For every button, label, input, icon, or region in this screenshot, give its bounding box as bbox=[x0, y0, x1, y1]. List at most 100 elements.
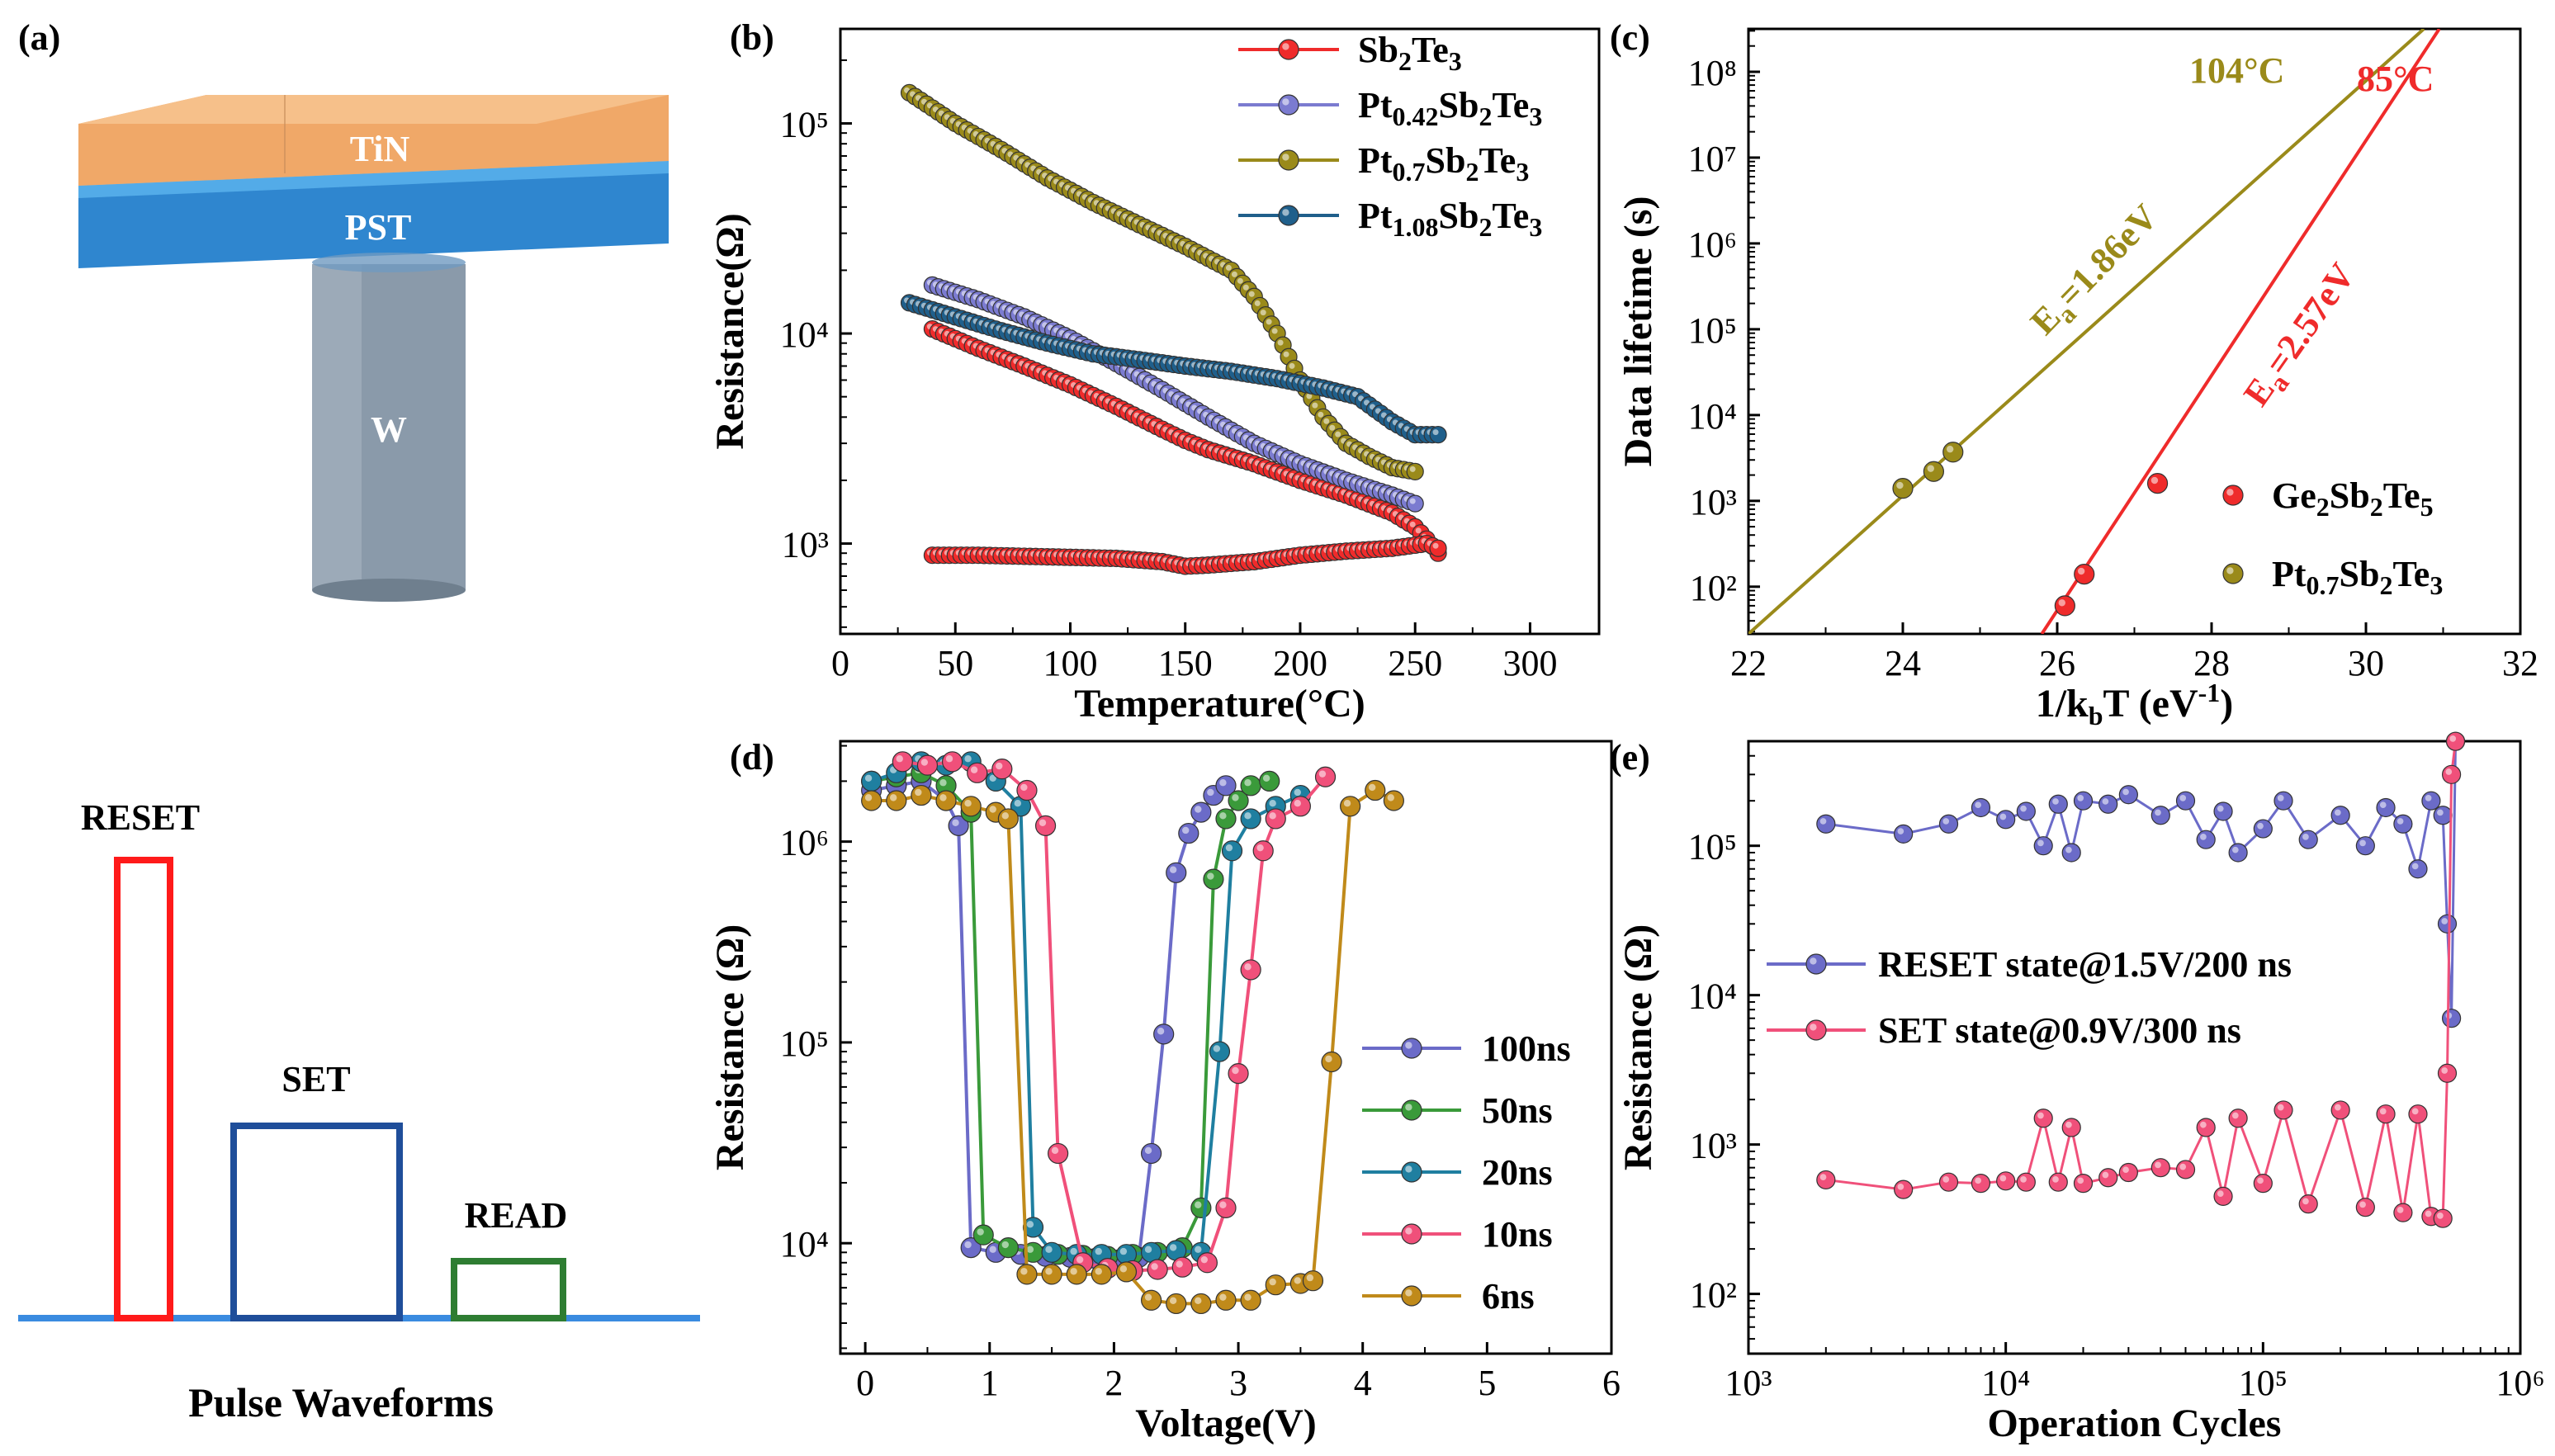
data-point-e-series1-shine bbox=[1999, 1175, 2007, 1182]
data-point-d-series4 bbox=[960, 796, 982, 817]
data-point-d-series1-shine bbox=[1001, 1241, 1009, 1249]
data-point-e-series1-shine bbox=[1819, 1174, 1827, 1180]
data-point-d-series3-shine bbox=[1176, 1260, 1183, 1268]
data-point-d-series3 bbox=[1171, 1256, 1193, 1278]
data-point-d-series4 bbox=[1066, 1264, 1087, 1285]
data-point-e-series0-shine bbox=[2037, 839, 2044, 847]
w-label: W bbox=[371, 409, 407, 450]
data-point-d-series4 bbox=[997, 808, 1019, 830]
data-point-d-series3-shine bbox=[996, 762, 1003, 770]
data-point-b-series3-shine bbox=[1289, 362, 1295, 369]
data-point-e-series1-shine bbox=[2102, 1171, 2109, 1179]
plot-frame-d bbox=[839, 740, 1613, 1355]
data-point-d-series3 bbox=[1034, 815, 1057, 836]
data-point-e-series0 bbox=[2437, 914, 2458, 934]
data-point-e-series1-shine bbox=[2020, 1176, 2027, 1183]
data-point-d-series4-shine bbox=[1169, 1297, 1177, 1305]
data-point-d-series4-shine bbox=[1368, 783, 1376, 792]
data-point-b-series3-shine bbox=[1277, 339, 1284, 346]
data-point-d-series3 bbox=[1215, 1197, 1237, 1218]
data-point-e-series1 bbox=[2061, 1118, 2081, 1137]
data-point-d-series0-shine bbox=[989, 1246, 996, 1253]
legend-marker-b bbox=[1278, 149, 1299, 171]
data-point-e-series0-shine bbox=[2217, 805, 2224, 812]
series-line-d-4 bbox=[871, 788, 1395, 1306]
data-point-d-series4-shine bbox=[1306, 1274, 1314, 1282]
data-point-e-series1-shine bbox=[2122, 1166, 2129, 1174]
data-point-e-series1 bbox=[1938, 1172, 1959, 1192]
data-point-d-series1-shine bbox=[977, 1228, 984, 1236]
legend-marker-b bbox=[1278, 205, 1299, 226]
panel-b: (b) 0 50 100 150 200 250 300 10³ 10⁴ 10⁵ Temperatu… bbox=[708, 17, 1601, 726]
data-point-e-series0-shine bbox=[2425, 795, 2432, 801]
data-point-d-series3 bbox=[1252, 840, 1274, 862]
data-point-e-series0 bbox=[2228, 843, 2248, 863]
data-point-c-series0-shine bbox=[2150, 476, 2159, 485]
data-point-d-series1 bbox=[1215, 808, 1237, 830]
legend-label-c: Pt0.7Sb2Te3 bbox=[2272, 554, 2443, 600]
data-point-d-series1 bbox=[1240, 775, 1261, 797]
legend-label-b: Pt0.7Sb2Te3 bbox=[1358, 140, 1529, 187]
data-point-d-series4 bbox=[1265, 1274, 1286, 1296]
data-point-b-series2-shine bbox=[1409, 498, 1416, 504]
y-tick-label-b: 10⁵ bbox=[780, 105, 829, 145]
data-point-d-series4-shine bbox=[1294, 1277, 1301, 1284]
data-point-b-series3-shine bbox=[1312, 402, 1318, 409]
tin-top bbox=[78, 95, 669, 124]
y-axis-title-c: Data lifetime (s) bbox=[1616, 196, 1660, 467]
data-point-d-series1-shine bbox=[939, 779, 947, 787]
data-point-b-series1-shine bbox=[1432, 542, 1439, 549]
data-point-b-series3-shine bbox=[1248, 291, 1255, 297]
data-point-e-series0-shine bbox=[2122, 788, 2129, 796]
data-point-d-series0 bbox=[1190, 801, 1212, 823]
legend-marker-d-shine bbox=[1405, 1165, 1412, 1173]
legend-marker-e-shine bbox=[1810, 1023, 1817, 1031]
data-point-e-series1-shine bbox=[2335, 1104, 2341, 1111]
tin-label: TiN bbox=[350, 129, 410, 169]
data-point-e-series1-shine bbox=[2302, 1198, 2309, 1205]
data-point-d-series2-shine bbox=[989, 774, 996, 782]
data-point-d-series1-shine bbox=[1195, 1201, 1202, 1208]
reset-pulse bbox=[114, 857, 173, 1321]
data-point-e-series0 bbox=[2253, 819, 2273, 839]
data-point-e-series0-shine bbox=[2102, 798, 2109, 805]
data-point-d-series2-shine bbox=[1213, 1045, 1221, 1052]
data-point-e-series1 bbox=[2048, 1172, 2068, 1192]
data-point-d-series3-shine bbox=[1269, 812, 1276, 820]
data-point-e-series0-shine bbox=[1999, 813, 2007, 820]
data-point-e-series1 bbox=[2393, 1203, 2413, 1222]
data-point-b-series3 bbox=[1406, 462, 1424, 481]
data-point-d-series4 bbox=[1166, 1293, 1187, 1315]
data-point-c-series1-shine bbox=[1946, 445, 1954, 453]
data-point-d-series3 bbox=[1289, 796, 1311, 817]
data-point-e-series0-shine bbox=[1897, 828, 1904, 834]
data-point-d-series3-shine bbox=[1076, 1255, 1084, 1264]
data-point-e-series1 bbox=[2330, 1100, 2350, 1120]
data-point-d-series3 bbox=[967, 762, 988, 783]
data-point-d-series3 bbox=[1240, 959, 1261, 981]
y-tick-label-c: 10⁶ bbox=[1688, 225, 1737, 265]
data-point-d-series3 bbox=[1314, 766, 1337, 787]
data-point-d-series4 bbox=[861, 790, 882, 811]
data-point-d-series2-shine bbox=[1014, 800, 1022, 807]
data-point-e-series1 bbox=[2213, 1186, 2233, 1206]
data-point-b-series3-shine bbox=[1283, 351, 1289, 357]
data-point-d-series3-shine bbox=[920, 759, 929, 766]
legend-label-b: Sb2Te3 bbox=[1358, 30, 1462, 76]
data-point-d-series4 bbox=[1190, 1293, 1212, 1315]
data-point-e-series0 bbox=[1894, 824, 1914, 844]
data-point-e-series0 bbox=[2016, 801, 2036, 821]
data-point-e-series0-shine bbox=[2065, 846, 2072, 853]
data-point-d-series2-shine bbox=[1294, 788, 1301, 797]
data-point-c-series0-shine bbox=[2058, 599, 2065, 607]
data-point-e-series0 bbox=[2355, 836, 2375, 856]
legend-marker-b-shine bbox=[1282, 43, 1289, 50]
plot-frame-c bbox=[1747, 27, 2522, 636]
data-point-e-series0 bbox=[2330, 806, 2350, 825]
x-tick-label-e: 10⁴ bbox=[1981, 1363, 2030, 1403]
y-tick-label-b: 10³ bbox=[782, 525, 829, 565]
data-point-e-series0 bbox=[2196, 830, 2216, 849]
data-point-e-series1-shine bbox=[2037, 1112, 2044, 1119]
panel-c: (c) 22 24 26 28 30 32 10² 10³ 10⁴ 10⁵ 10⁶ 10⁷ 10⁸ 1/k… bbox=[1610, 17, 2538, 730]
